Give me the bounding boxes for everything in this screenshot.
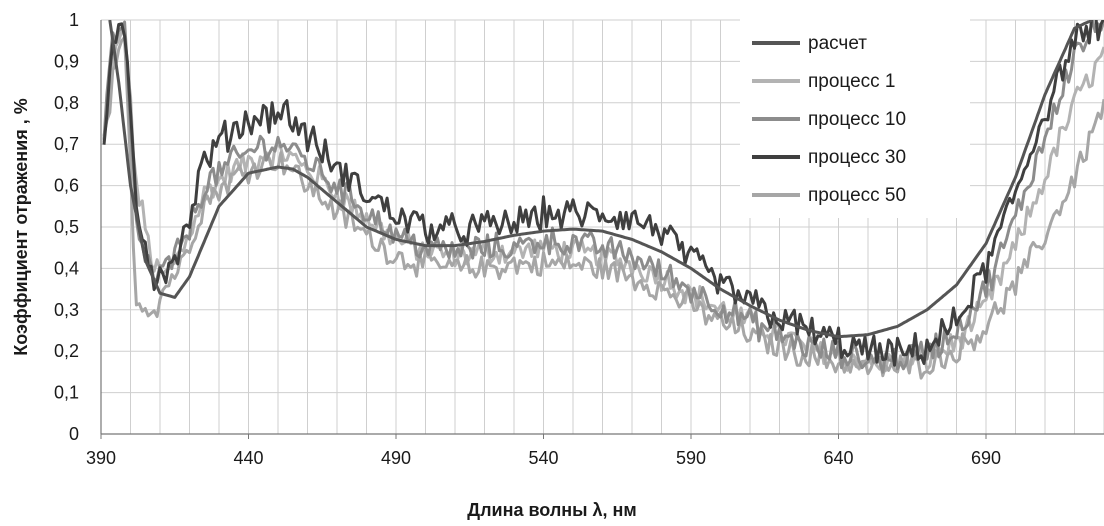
series-layer <box>102 20 1104 380</box>
legend-label: расчет <box>808 33 867 54</box>
legend: расчет процесс 1 процесс 10 процесс 30 проце… <box>740 18 970 218</box>
x-tick-label: 490 <box>381 448 411 468</box>
y-tick-label: 0,2 <box>54 341 79 361</box>
legend-label: процесс 50 <box>808 185 906 206</box>
y-tick-label: 0,3 <box>54 300 79 320</box>
x-tick-label: 440 <box>233 448 263 468</box>
y-tick-label: 0,7 <box>54 134 79 154</box>
y-tick-label: 0,8 <box>54 93 79 113</box>
y-tick-label: 0,1 <box>54 383 79 403</box>
tick-labels: 390 440 490 540 590 640 690 0 0,1 0,2 0,3 0,4 0,5 0,6… <box>54 10 1001 468</box>
x-axis-title: Длина волны λ, нм <box>467 500 636 520</box>
legend-label: процесс 1 <box>808 71 896 92</box>
y-axis-title: Коэффициент отражения , % <box>11 98 31 355</box>
y-tick-label: 1 <box>69 10 79 30</box>
series-line-0 <box>108 20 1093 339</box>
x-tick-label: 390 <box>86 448 116 468</box>
x-tick-label: 590 <box>676 448 706 468</box>
y-tick-label: 0,9 <box>54 51 79 71</box>
x-tick-label: 640 <box>823 448 853 468</box>
series-line-3 <box>102 20 1104 367</box>
y-tick-label: 0,6 <box>54 176 79 196</box>
x-tick-label: 540 <box>528 448 558 468</box>
y-tick-label: 0 <box>69 424 79 444</box>
legend-label: процесс 30 <box>808 147 906 168</box>
axes <box>100 20 1104 435</box>
y-tick-label: 0,5 <box>54 217 79 237</box>
y-tick-label: 0,4 <box>54 258 79 278</box>
x-tick-label: 690 <box>971 448 1001 468</box>
legend-label: процесс 10 <box>808 109 906 130</box>
